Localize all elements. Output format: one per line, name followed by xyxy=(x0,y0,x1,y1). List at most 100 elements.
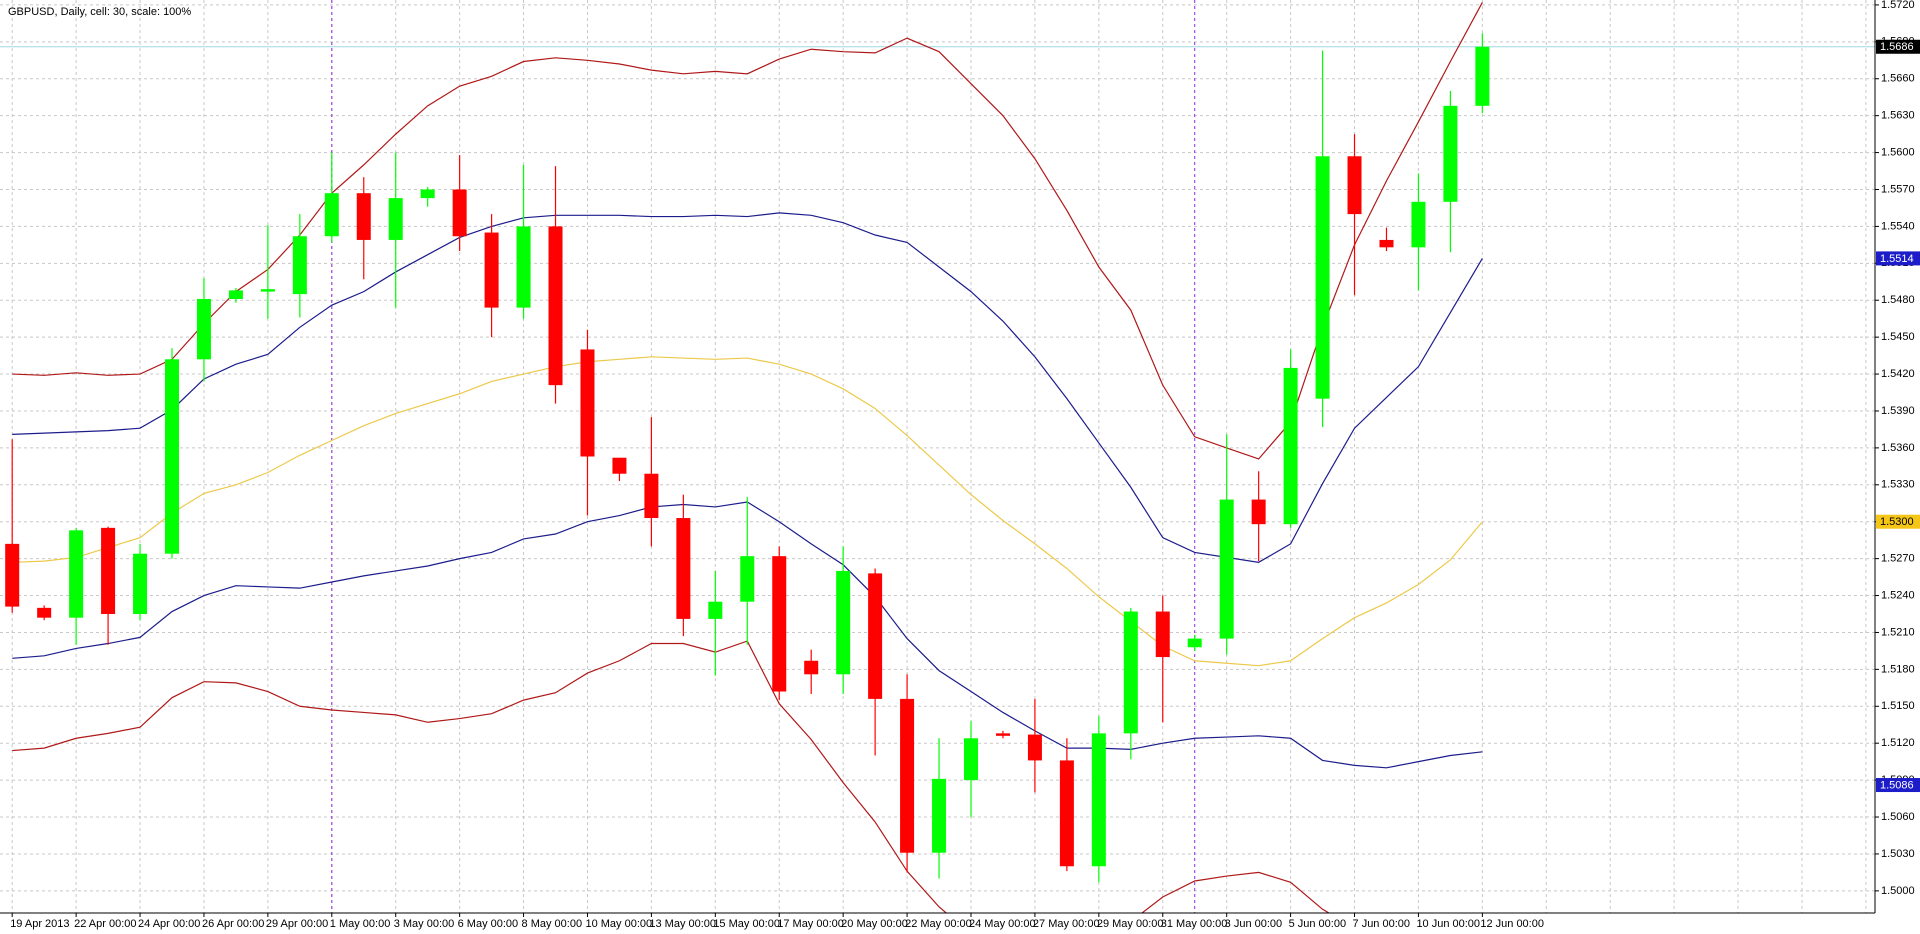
x-tick-label: 22 Apr 00:00 xyxy=(74,918,136,930)
candle-body xyxy=(1219,499,1234,639)
candle-body xyxy=(1251,499,1266,525)
x-tick-label: 24 Apr 00:00 xyxy=(138,918,200,930)
candle-body xyxy=(676,518,691,619)
candle-body xyxy=(1027,734,1042,761)
candle-body xyxy=(644,473,659,519)
y-tick-label: 1.5360 xyxy=(1881,442,1915,454)
price-tag xyxy=(1876,514,1920,529)
x-tick-label: 10 Jun 00:00 xyxy=(1416,918,1480,930)
y-tick-label: 1.5330 xyxy=(1881,479,1915,491)
y-tick-label: 1.5210 xyxy=(1881,626,1915,638)
candle-body xyxy=(133,553,148,614)
x-tick-label: 26 Apr 00:00 xyxy=(202,918,264,930)
y-tick-label: 1.5450 xyxy=(1881,331,1915,343)
candle-body xyxy=(196,299,211,360)
x-tick-label: 20 May 00:00 xyxy=(841,918,908,930)
price-tag-label: 1.5086 xyxy=(1880,779,1914,791)
y-tick-label: 1.5120 xyxy=(1881,737,1915,749)
price-tag-label: 1.5686 xyxy=(1880,41,1914,53)
candle-body xyxy=(292,236,307,295)
y-tick-label: 1.5240 xyxy=(1881,589,1915,601)
candles xyxy=(5,33,1490,883)
candle-body xyxy=(69,530,84,618)
price-tag xyxy=(1876,39,1920,54)
x-tick-label: 15 May 00:00 xyxy=(713,918,780,930)
y-tick-label: 1.5180 xyxy=(1881,663,1915,675)
price-tag xyxy=(1876,251,1920,266)
x-tick-label: 27 May 00:00 xyxy=(1033,918,1100,930)
candle-body xyxy=(995,733,1010,736)
indicator-line xyxy=(12,356,1483,667)
y-tick-label: 1.5420 xyxy=(1881,368,1915,380)
y-tick-label: 1.5390 xyxy=(1881,405,1915,417)
candle-body xyxy=(1283,367,1298,525)
candle-body xyxy=(5,543,20,607)
candle-body xyxy=(356,193,371,240)
candle-body xyxy=(740,556,755,602)
x-tick-label: 6 May 00:00 xyxy=(458,918,519,930)
candle-body xyxy=(836,570,851,675)
candle-body xyxy=(388,198,403,240)
candle-body xyxy=(1443,105,1458,202)
candle-body xyxy=(228,290,243,300)
candle-body xyxy=(804,660,819,675)
y-tick-label: 1.5660 xyxy=(1881,73,1915,85)
y-tick-label: 1.5150 xyxy=(1881,700,1915,712)
y-tick-label: 1.5060 xyxy=(1881,811,1915,823)
x-tick-label: 22 May 00:00 xyxy=(905,918,972,930)
candle-body xyxy=(772,556,787,692)
indicator-line xyxy=(12,212,1483,563)
x-tick-label: 3 May 00:00 xyxy=(394,918,455,930)
candle-body xyxy=(37,607,52,618)
x-tick-label: 17 May 00:00 xyxy=(777,918,844,930)
candle-body xyxy=(932,778,947,853)
candle-body xyxy=(452,189,467,237)
candle-body xyxy=(101,527,116,614)
candle-body xyxy=(420,189,435,199)
price-tag xyxy=(1876,778,1920,793)
chart-title: GBPUSD, Daily, cell: 30, scale: 100% xyxy=(8,6,191,18)
candle-body xyxy=(1379,239,1394,248)
x-tick-label: 24 May 00:00 xyxy=(969,918,1036,930)
x-tick-label: 31 May 00:00 xyxy=(1161,918,1228,930)
x-tick-label: 1 May 00:00 xyxy=(330,918,391,930)
candle-body xyxy=(1315,156,1330,399)
candle-body xyxy=(1123,611,1138,734)
x-tick-label: 5 Jun 00:00 xyxy=(1289,918,1347,930)
y-tick-label: 1.5570 xyxy=(1881,183,1915,195)
x-tick-label: 19 Apr 2013 xyxy=(10,918,69,930)
x-tick-label: 3 Jun 00:00 xyxy=(1225,918,1283,930)
candle-body xyxy=(964,738,978,781)
candle-body xyxy=(1347,156,1362,215)
candle-body xyxy=(165,359,179,554)
candle-body xyxy=(580,349,595,457)
candle-body xyxy=(868,573,883,699)
x-tick-label: 8 May 00:00 xyxy=(522,918,583,930)
candle-body xyxy=(324,193,339,237)
candle-body xyxy=(260,289,275,292)
x-tick-label: 13 May 00:00 xyxy=(649,918,716,930)
price-tag-label: 1.5300 xyxy=(1880,516,1914,528)
candle-body xyxy=(484,232,499,308)
y-tick-label: 1.5540 xyxy=(1881,220,1915,232)
candle-body xyxy=(516,226,531,308)
candle-body xyxy=(708,601,723,619)
y-tick-label: 1.5030 xyxy=(1881,848,1915,860)
y-tick-label: 1.5720 xyxy=(1881,0,1915,11)
y-tick-label: 1.5630 xyxy=(1881,110,1915,122)
x-tick-label: 10 May 00:00 xyxy=(585,918,652,930)
candle-body xyxy=(1475,46,1490,106)
y-tick-label: 1.5270 xyxy=(1881,553,1915,565)
x-tick-label: 12 Jun 00:00 xyxy=(1480,918,1544,930)
candle-body xyxy=(1059,760,1074,867)
candle-body xyxy=(900,698,915,853)
candle-body xyxy=(612,457,627,474)
candle-body xyxy=(1187,638,1202,648)
x-tick-label: 29 May 00:00 xyxy=(1097,918,1164,930)
y-tick-label: 1.5480 xyxy=(1881,294,1915,306)
candle-body xyxy=(1155,611,1170,658)
x-tick-label: 7 Jun 00:00 xyxy=(1353,918,1411,930)
